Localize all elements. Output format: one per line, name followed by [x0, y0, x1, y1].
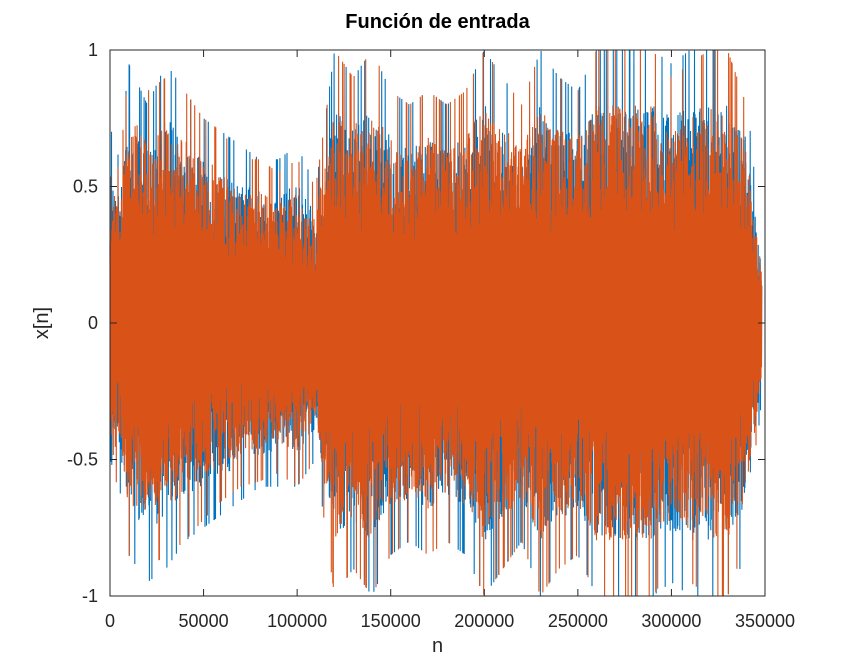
- x-tick-label: 250000: [548, 611, 608, 631]
- x-tick-label: 350000: [735, 611, 795, 631]
- y-tick-label: 0: [88, 313, 98, 333]
- x-tick-label: 300000: [641, 611, 701, 631]
- x-tick-label: 100000: [267, 611, 327, 631]
- y-tick-label: -1: [82, 586, 98, 606]
- x-tick-label: 50000: [179, 611, 229, 631]
- x-tick-label: 0: [105, 611, 115, 631]
- y-tick-label: 1: [88, 40, 98, 60]
- ticks-layer: 0 50000 100000 150000 200000 250000 300000 3500…: [67, 40, 795, 631]
- series-line-2: [109, 49, 763, 597]
- y-axis-label: x[n]: [31, 307, 53, 339]
- series-layer: [109, 49, 763, 597]
- x-axis-label: n: [432, 635, 443, 657]
- x-tick-label: 150000: [361, 611, 421, 631]
- x-tick-label: 200000: [454, 611, 514, 631]
- y-tick-label: 0.5: [73, 177, 98, 197]
- chart-title: Función de entrada: [345, 11, 530, 33]
- y-tick-label: -0.5: [67, 450, 98, 470]
